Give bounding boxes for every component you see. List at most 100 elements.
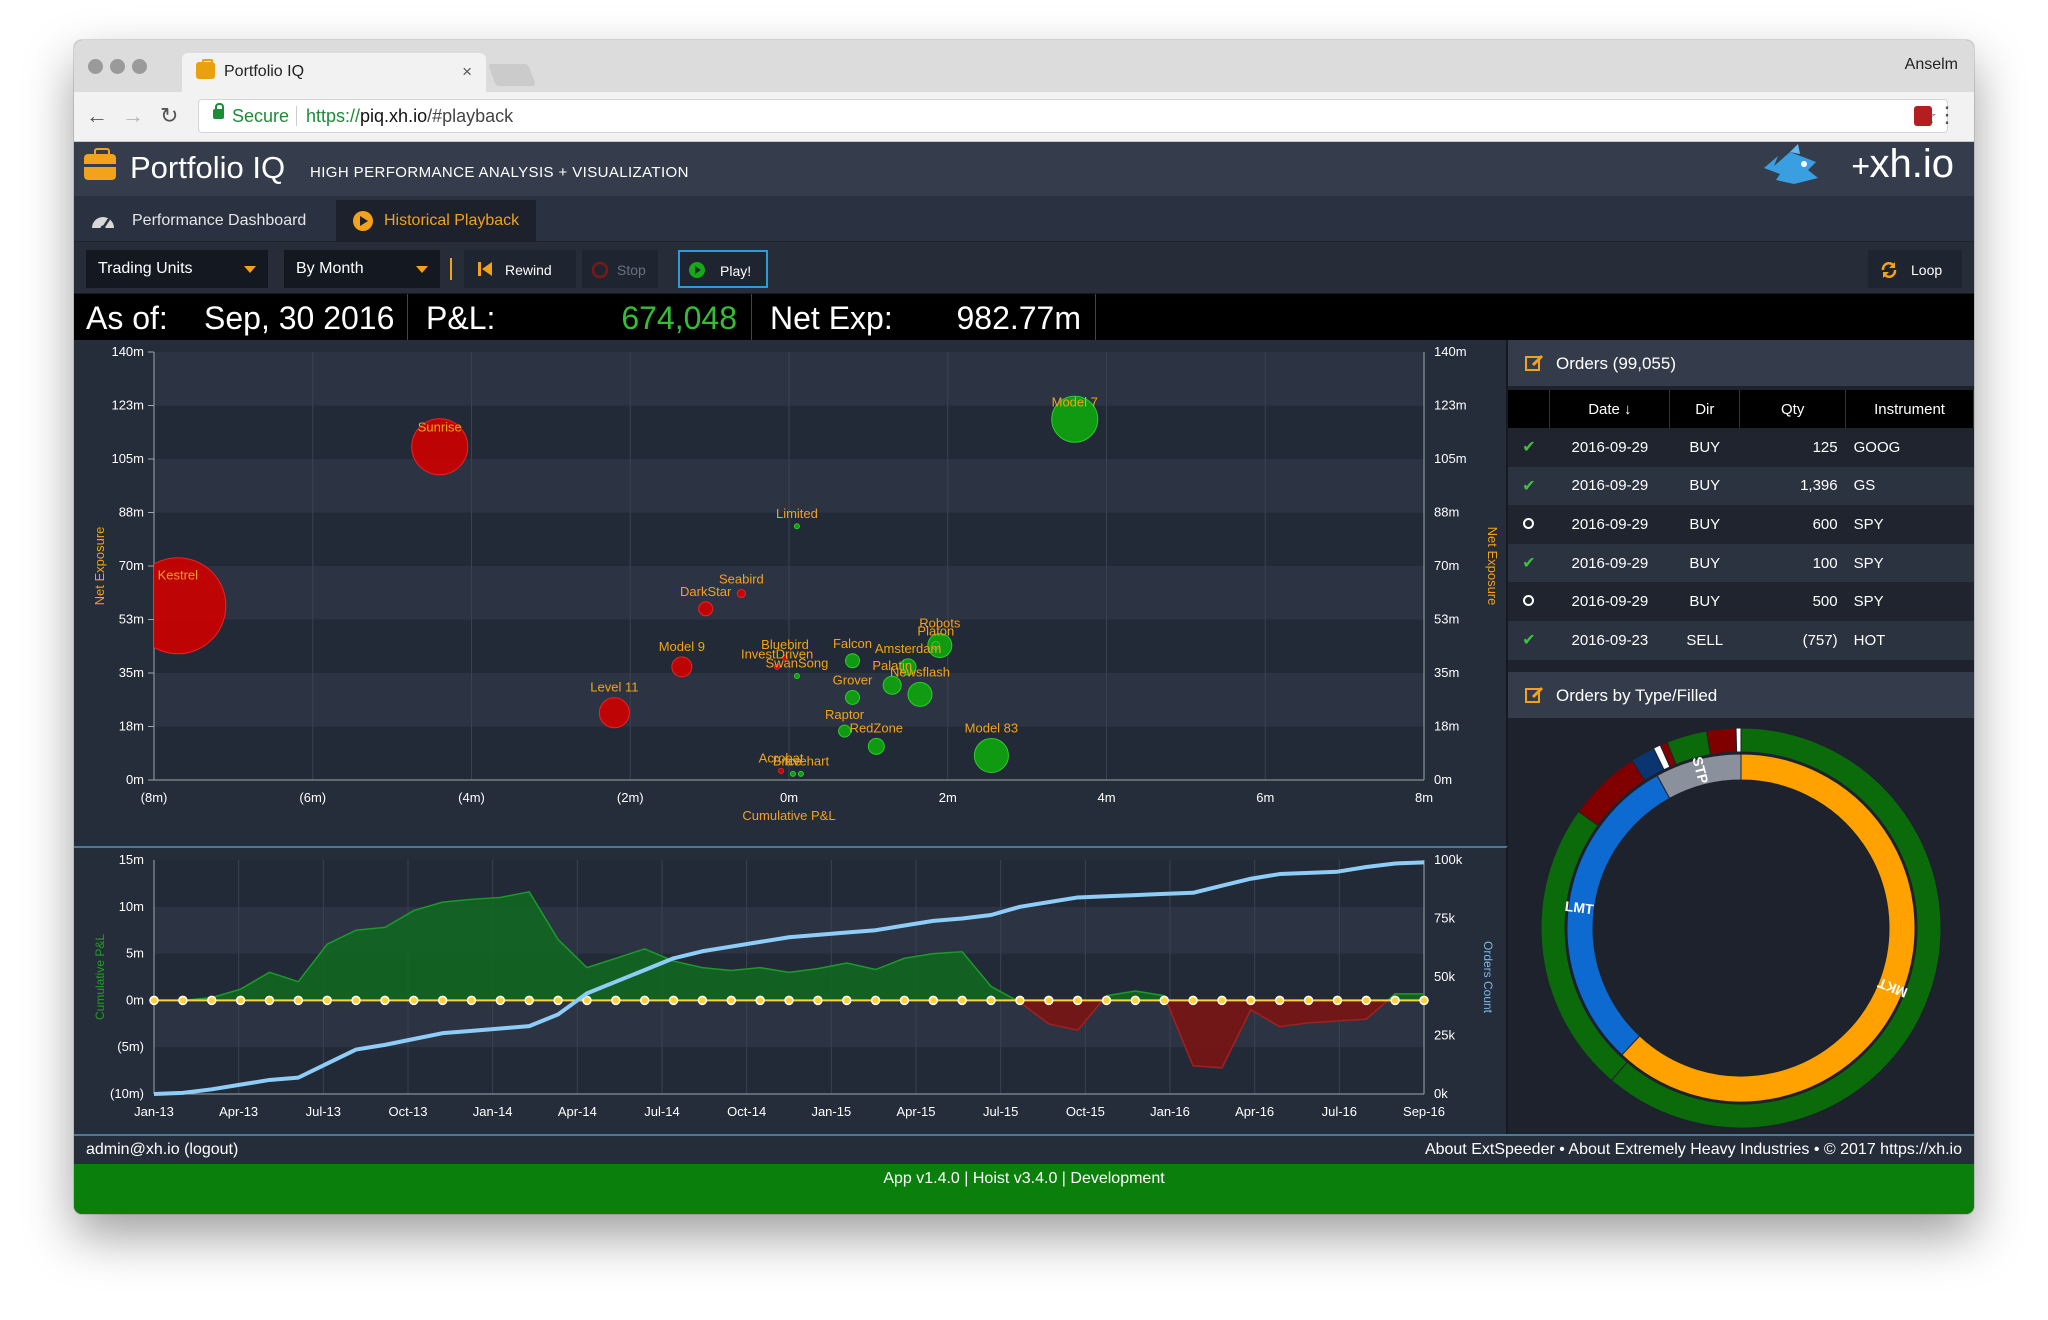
trading-units-select[interactable]: Trading Units [86, 250, 268, 288]
timeline-marker [755, 995, 765, 1006]
y-right-tick-label: 88m [1434, 505, 1459, 520]
bubble-point [845, 689, 860, 705]
table-row[interactable]: 2016-09-29 BUY 500 SPY [1508, 582, 1974, 621]
table-row[interactable]: 2016-09-29 BUY 600 SPY [1508, 505, 1974, 544]
bubble-label: Falcon [833, 636, 872, 651]
reload-icon[interactable]: ↻ [160, 103, 179, 128]
period-select[interactable]: By Month [284, 250, 440, 288]
donut-slice [1735, 727, 1742, 753]
bubble-point [154, 557, 227, 655]
bubble-point [789, 770, 796, 777]
summary-bar: As of: Sep, 30 2016 P&L: 674,048 Net Exp… [74, 294, 1974, 340]
browser-menu-icon[interactable]: ⋮ [1936, 102, 1958, 127]
date-column-header[interactable]: Date ↓ [1549, 390, 1671, 428]
x-tick-label: Apr-13 [219, 1104, 258, 1119]
timeline-marker [611, 995, 621, 1006]
y-tick-label: 0m [126, 772, 144, 787]
browser-tab[interactable]: Portfolio IQ × [182, 53, 486, 92]
bubble-label: Newsflash [890, 664, 950, 679]
about-links[interactable]: About ExtSpeeder • About Extremely Heavy… [1424, 1141, 1962, 1158]
profile-name[interactable]: Anselm [1904, 56, 1958, 73]
pnl-cell: P&L: 674,048 [408, 294, 752, 340]
window-minimize-dot[interactable] [110, 59, 125, 74]
x-tick-label: Jul-13 [306, 1104, 341, 1119]
bubble-label: Model 83 [965, 721, 1018, 736]
orders-header-row: Date ↓ Dir Qty Instrument [1508, 390, 1974, 428]
timeline-marker [841, 995, 852, 1006]
timeline-marker [1188, 995, 1198, 1006]
table-row[interactable]: ✔ 2016-09-29 BUY 100 SPY [1508, 543, 1974, 583]
tab-label: Historical Playback [384, 212, 520, 229]
x-tick-label: Jan-16 [1150, 1104, 1190, 1119]
timeline-marker [582, 995, 592, 1006]
status-cell: ✔ [1508, 428, 1550, 467]
url-bar[interactable]: Secure https://piq.xh.io/#playback ☆ [198, 99, 1948, 133]
tab-historical-playback[interactable]: Historical Playback [336, 200, 536, 242]
timeline-marker [1274, 995, 1285, 1006]
timeline-marker [928, 995, 939, 1006]
status-cell: ✔ [1508, 543, 1550, 583]
toolbar-separator [450, 258, 452, 280]
play-button[interactable]: Play! [678, 250, 768, 288]
rewind-icon [478, 262, 492, 276]
bubble-label: Limited [776, 506, 818, 521]
rewind-button[interactable]: Rewind [464, 250, 576, 288]
table-row[interactable]: ✔ 2016-09-29 BUY 1,396 GS [1508, 466, 1974, 506]
back-arrow-icon[interactable]: ← [86, 103, 108, 128]
loop-button[interactable]: Loop [1868, 250, 1962, 288]
timeline-marker [1390, 995, 1400, 1006]
play-label: Play! [720, 263, 752, 279]
asof-label: As of: [86, 300, 168, 336]
order-instrument: SPY [1845, 543, 1974, 583]
timeline-marker [899, 995, 910, 1006]
order-dir: BUY [1669, 543, 1740, 583]
window-zoom-dot[interactable] [132, 59, 147, 74]
bubble-point [867, 737, 885, 755]
bubble-point [931, 640, 941, 650]
timeline-marker [149, 995, 159, 1006]
version-text: App v1.4.0 | Hoist v3.4.0 | Development [883, 1170, 1165, 1187]
caret-down-icon [244, 266, 256, 273]
y-tick-label: 123m [111, 398, 144, 413]
status-cell: ✔ [1508, 466, 1550, 506]
timeline-marker [697, 995, 708, 1006]
logout-link[interactable]: admin@xh.io (logout) [86, 1141, 239, 1158]
tab-performance-dashboard[interactable]: Performance Dashboard [74, 200, 326, 242]
forward-arrow-icon[interactable]: → [122, 103, 144, 128]
address-bar-row: ← → ↻ Secure https://piq.xh.io/#playback… [74, 92, 1974, 142]
qty-column-header[interactable]: Qty [1739, 390, 1847, 428]
bubble-point [907, 681, 933, 707]
window-close-dot[interactable] [88, 59, 103, 74]
timeline-chart[interactable]: Jan-13 Apr-13 Jul-13 Oct-13 Jan-14 Apr-14 Jul-… [74, 848, 1506, 1134]
netexp-value: 982.77m [956, 300, 1081, 336]
extension-shield-icon[interactable] [1914, 106, 1932, 126]
bubble-label: Acrobat [759, 750, 804, 765]
order-date: 2016-09-29 [1549, 466, 1670, 506]
tab-close-icon[interactable]: × [462, 62, 472, 81]
bubble-label: Ice [784, 753, 801, 768]
timeline-marker [178, 995, 188, 1006]
loop-label: Loop [1911, 262, 1943, 278]
timeline-marker [264, 995, 275, 1006]
timeline-marker [322, 995, 332, 1006]
order-instrument: HOT [1845, 620, 1974, 660]
timeline-marker [495, 995, 506, 1006]
table-row[interactable]: ✔ 2016-09-23 SELL (757) HOT [1508, 620, 1974, 660]
stop-button[interactable]: Stop [582, 250, 658, 288]
status-cell [1508, 582, 1550, 621]
table-row[interactable]: ✔ 2016-09-29 BUY 125 GOOG [1508, 428, 1974, 467]
timeline-marker [466, 995, 477, 1006]
new-tab-button[interactable] [487, 64, 537, 86]
timeline-marker [206, 995, 217, 1006]
donut-slice [1705, 727, 1738, 756]
x-tick-label: Jan-15 [811, 1104, 851, 1119]
y-right-tick-label: 35m [1434, 665, 1459, 680]
order-qty: 125 [1739, 428, 1846, 467]
bubble-label: Seabird [719, 572, 764, 587]
status-cell [1508, 505, 1550, 544]
dir-column-header[interactable]: Dir [1669, 390, 1741, 428]
instrument-column-header[interactable]: Instrument [1845, 390, 1974, 428]
timeline-chart-panel: Jan-13 Apr-13 Jul-13 Oct-13 Jan-14 Apr-14 Jul-… [74, 846, 1508, 1134]
